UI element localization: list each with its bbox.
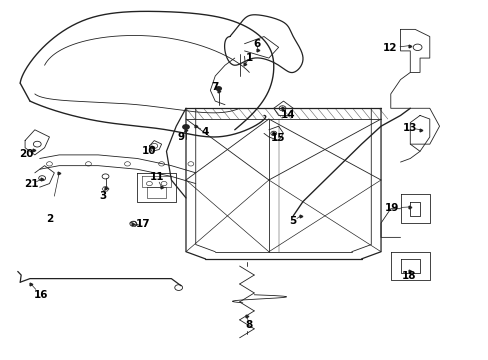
Circle shape <box>215 86 222 91</box>
Text: 13: 13 <box>402 123 417 133</box>
Text: 15: 15 <box>270 134 285 143</box>
Text: 21: 21 <box>23 179 38 189</box>
Text: 4: 4 <box>202 127 209 136</box>
Text: 1: 1 <box>245 53 252 63</box>
Text: 2: 2 <box>46 215 53 224</box>
Text: 14: 14 <box>281 110 295 120</box>
Text: 10: 10 <box>142 146 156 156</box>
Text: 18: 18 <box>401 271 416 281</box>
Text: 8: 8 <box>245 320 252 330</box>
Text: 19: 19 <box>384 203 398 213</box>
Text: 3: 3 <box>99 191 106 201</box>
Text: 11: 11 <box>149 172 163 182</box>
Text: 7: 7 <box>211 82 219 93</box>
Circle shape <box>182 124 189 130</box>
Text: 17: 17 <box>136 219 151 229</box>
Text: 5: 5 <box>289 216 296 226</box>
Text: 9: 9 <box>177 132 184 142</box>
Text: 6: 6 <box>253 39 260 49</box>
Text: 12: 12 <box>382 43 396 53</box>
Text: 20: 20 <box>19 149 33 159</box>
Text: 16: 16 <box>33 290 48 300</box>
